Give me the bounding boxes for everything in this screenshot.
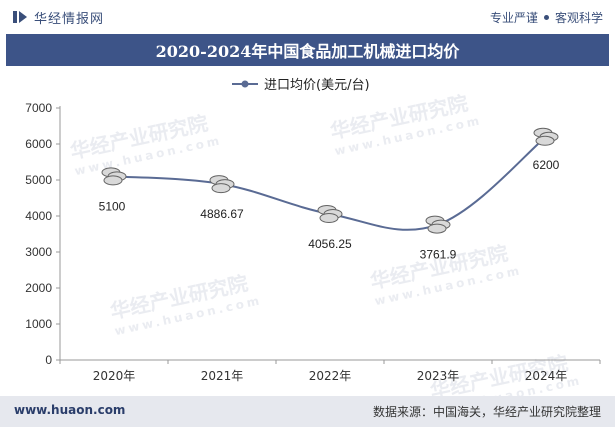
- tagline-left: 专业严谨: [489, 11, 538, 25]
- y-tick-label: 4000: [25, 209, 52, 223]
- y-tick-label: 2000: [25, 281, 52, 295]
- x-tick-label: 2021年: [201, 369, 244, 383]
- top-bar: 华经情报网 专业严谨 客观科学: [0, 0, 615, 34]
- data-label: 4056.25: [308, 237, 352, 251]
- x-tick-label: 2024年: [525, 369, 568, 383]
- brand-logo-icon: [13, 11, 27, 23]
- data-label: 3761.9: [420, 248, 457, 262]
- data-label: 6200: [533, 158, 560, 172]
- data-label: 5100: [99, 199, 126, 213]
- y-tick-label: 1000: [25, 317, 52, 331]
- chart-title: 2020-2024年中国食品加工机械进口均价: [155, 42, 460, 61]
- data-label: 4886.67: [200, 207, 244, 221]
- footer: www.huaon.com 数据来源：中国海关，华经产业研究院整理: [0, 396, 615, 427]
- x-tick-label: 2020年: [93, 369, 136, 383]
- footer-source: 数据来源：中国海关，华经产业研究院整理: [372, 405, 601, 419]
- title-bar: 2020-2024年中国食品加工机械进口均价: [6, 34, 609, 66]
- footer-url[interactable]: www.huaon.com: [14, 403, 126, 417]
- tagline-right: 客观科学: [554, 11, 603, 25]
- y-tick-label: 5000: [25, 173, 52, 187]
- legend-marker: [241, 80, 249, 88]
- data-point: [317, 204, 343, 223]
- x-tick-label: 2023年: [417, 369, 460, 383]
- legend-label: 进口均价(美元/台): [264, 78, 370, 93]
- tagline-dot-icon: [543, 15, 549, 20]
- data-point: [101, 167, 127, 186]
- y-tick-label: 3000: [25, 245, 52, 259]
- y-tick-label: 7000: [25, 101, 52, 115]
- data-point: [425, 215, 451, 234]
- data-point: [209, 175, 235, 194]
- y-tick-label: 0: [45, 353, 52, 367]
- data-point: [533, 127, 559, 146]
- chart-area: 0 1000 2000 3000 4000 5000 6000 7000 2020年 2021年 2…: [25, 78, 601, 383]
- x-tick-label: 2022年: [309, 369, 352, 383]
- brand-name: 华经情报网: [34, 12, 105, 27]
- y-tick-label: 6000: [25, 137, 52, 151]
- tagline: 专业严谨 客观科学: [490, 9, 603, 26]
